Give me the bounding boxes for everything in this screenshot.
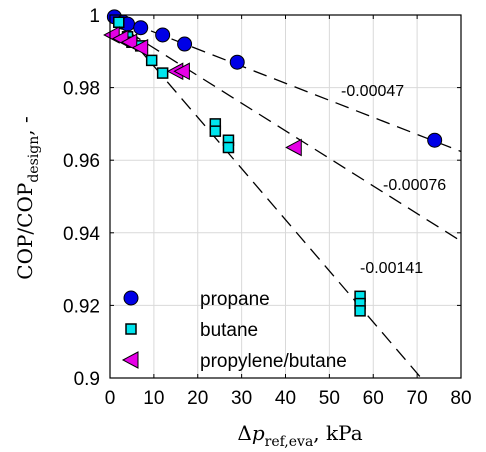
slope-label: -0.00076 bbox=[383, 177, 446, 194]
y-tick-label: 0.9 bbox=[74, 369, 100, 390]
butane-point bbox=[354, 305, 366, 317]
grid bbox=[110, 15, 461, 378]
butane-point bbox=[156, 67, 169, 79]
legend-label: propane bbox=[200, 289, 270, 310]
fit-line bbox=[110, 15, 461, 153]
propane-point bbox=[229, 54, 245, 70]
propylene-butane-point bbox=[131, 38, 149, 57]
y-axis-label: COP/COPdesign, - bbox=[13, 116, 42, 279]
propylene-butane-point bbox=[285, 138, 302, 157]
propylene-butane-point bbox=[120, 33, 138, 52]
y-tick-label: 0.92 bbox=[63, 296, 100, 317]
propane-point bbox=[155, 27, 171, 43]
propane-point bbox=[427, 132, 443, 148]
y-tick-label: 0.98 bbox=[63, 79, 100, 100]
x-axis-ticks: 0 10 20 30 40 50 60 70 80 bbox=[105, 15, 472, 409]
legend-marker bbox=[125, 323, 137, 335]
y-tick-label: 0.96 bbox=[63, 151, 100, 172]
legend-label: propylene/butane bbox=[200, 351, 347, 372]
butane-point bbox=[209, 125, 222, 137]
x-tick-label: 50 bbox=[319, 388, 340, 409]
y-tick-label: 1 bbox=[89, 6, 100, 27]
x-tick-label: 80 bbox=[450, 388, 471, 409]
propylene-butane-point bbox=[173, 62, 190, 81]
legend-marker bbox=[123, 290, 139, 306]
butane-point bbox=[113, 16, 125, 29]
x-tick-label: 20 bbox=[187, 388, 208, 409]
slope-labels: -0.00047 -0.00076 -0.00141 bbox=[341, 83, 446, 277]
x-tick-label: 40 bbox=[275, 388, 296, 409]
fit-line bbox=[110, 19, 461, 242]
butane-point bbox=[222, 141, 235, 154]
fit-line bbox=[110, 15, 423, 378]
slope-label: -0.00141 bbox=[360, 260, 423, 277]
legend: propane butane propylene/butane bbox=[121, 289, 347, 372]
y-axis-ticks: 0.9 0.92 0.94 0.96 0.98 1 bbox=[63, 6, 461, 390]
x-tick-label: 60 bbox=[363, 388, 384, 409]
x-axis-label: Δpref,eva, kPa bbox=[237, 421, 362, 450]
propane-point bbox=[133, 20, 149, 36]
x-tick-label: 10 bbox=[143, 388, 164, 409]
x-tick-label: 30 bbox=[231, 388, 252, 409]
y-tick-label: 0.94 bbox=[63, 224, 100, 245]
slope-label: -0.00047 bbox=[341, 83, 404, 100]
butane-point bbox=[145, 54, 158, 67]
x-tick-label: 0 bbox=[105, 388, 116, 409]
legend-label: butane bbox=[200, 320, 258, 341]
data-points bbox=[103, 9, 443, 317]
propane-point bbox=[177, 36, 193, 52]
legend-marker bbox=[121, 351, 139, 369]
x-tick-label: 70 bbox=[407, 388, 428, 409]
